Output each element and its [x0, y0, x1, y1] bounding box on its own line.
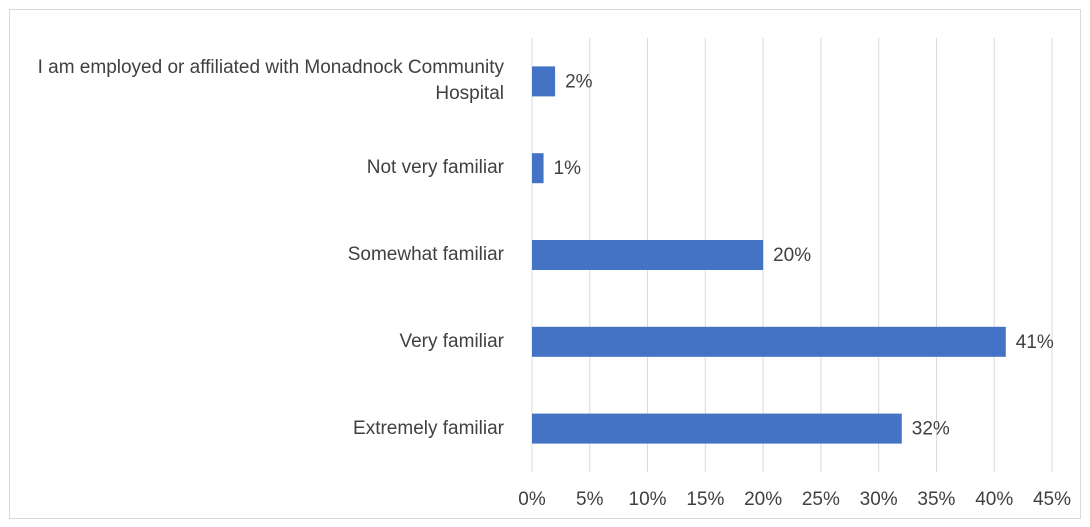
x-tick-label: 40% [975, 489, 1013, 510]
x-tick-label: 0% [518, 489, 546, 510]
bar [532, 413, 902, 444]
x-tick-label: 25% [802, 489, 840, 510]
x-tick-label: 10% [629, 489, 667, 510]
bar [532, 240, 764, 270]
chart-border [9, 9, 1081, 519]
category-label: Not very familiar [366, 157, 504, 179]
value-label: 1% [554, 158, 582, 179]
bar [532, 326, 1006, 357]
value-label: 32% [912, 419, 950, 440]
x-tick-label: 30% [860, 489, 898, 510]
x-tick-label: 5% [576, 489, 604, 510]
x-tick-label: 45% [1033, 489, 1071, 510]
bar [532, 153, 544, 184]
category-label: Very familiar [399, 330, 504, 352]
category-label: Somewhat familiar [347, 244, 504, 265]
value-label: 41% [1016, 332, 1054, 353]
category-label: I am employed or affiliated with Monadno… [37, 57, 504, 105]
value-label: 2% [565, 71, 593, 92]
x-tick-label: 35% [917, 489, 955, 510]
x-tick-label: 20% [744, 489, 782, 510]
value-label: 20% [773, 245, 811, 266]
bar [532, 66, 556, 97]
category-label: Extremely familiar [353, 417, 504, 439]
x-tick-label: 15% [686, 489, 724, 510]
